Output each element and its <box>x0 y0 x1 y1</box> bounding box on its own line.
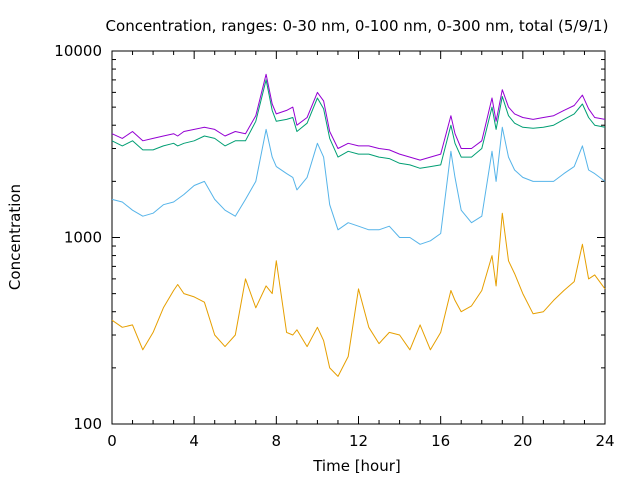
y-tick-label: 10000 <box>54 42 102 60</box>
x-tick-label: 4 <box>189 432 199 450</box>
x-tick-label: 12 <box>349 432 368 450</box>
y-tick-label: 100 <box>73 415 102 433</box>
x-axis: 0 4 8 12 16 20 24 <box>107 51 615 450</box>
x-tick-label: 24 <box>595 432 614 450</box>
y-tick-label: 1000 <box>64 229 102 247</box>
series-group <box>111 73 606 377</box>
series-line-2 <box>111 79 606 169</box>
x-axis-label: Time [hour] <box>312 457 401 475</box>
series-line-1 <box>111 73 606 161</box>
x-tick-label: 0 <box>107 432 117 450</box>
chart-title: Concentration, ranges: 0-30 nm, 0-100 nm… <box>106 17 609 35</box>
x-tick-label: 8 <box>272 432 282 450</box>
x-tick-label: 20 <box>513 432 532 450</box>
y-axis: 100 1000 10000 <box>54 42 605 433</box>
x-tick-label: 16 <box>431 432 450 450</box>
y-axis-label: Concentration <box>6 184 24 290</box>
series-line-3 <box>111 126 606 245</box>
plot-frame <box>111 50 606 425</box>
series-line-4 <box>111 212 606 377</box>
